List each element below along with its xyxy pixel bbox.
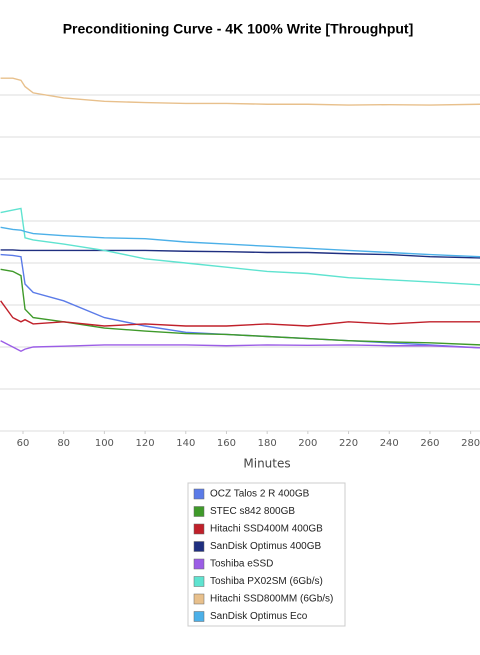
legend-label: OCZ Talos 2 R 400GB <box>210 489 310 500</box>
x-tick-label: 180 <box>258 438 277 449</box>
legend-swatch <box>193 541 205 552</box>
legend-box <box>187 482 346 627</box>
series-line <box>0 300 480 327</box>
x-tick-label: 160 <box>217 438 236 449</box>
x-tick-label: 220 <box>339 438 358 449</box>
series-line <box>0 340 480 352</box>
legend-label: SanDisk Optimus Eco <box>210 611 308 622</box>
x-tick-label: 140 <box>176 438 195 449</box>
legend-swatch <box>193 611 205 622</box>
legend-label: SanDisk Optimus 400GB <box>210 541 321 552</box>
x-tick-label: 80 <box>57 438 70 449</box>
legend-swatch <box>193 558 205 570</box>
chart-title: Preconditioning Curve - 4K 100% Write [T… <box>63 21 414 37</box>
series-line <box>0 207 480 286</box>
x-tick-label: 240 <box>380 438 399 449</box>
legend-label: Toshiba eSSD <box>210 559 273 570</box>
series-line <box>0 77 480 106</box>
series-line <box>0 268 480 346</box>
x-tick-label: 120 <box>136 438 155 449</box>
legend-swatch <box>193 523 205 535</box>
legend-label: Hitachi SSD800MM (6Gb/s) <box>210 594 333 605</box>
legend-swatch <box>193 593 205 605</box>
x-tick-label: 60 <box>17 438 30 449</box>
legend-label: Hitachi SSD400M 400GB <box>210 524 323 535</box>
series-line <box>0 226 480 258</box>
x-tick-label: 280 <box>461 438 480 449</box>
x-tick-label: 200 <box>298 438 317 449</box>
legend-swatch <box>193 576 205 587</box>
x-tick-label: 100 <box>95 438 114 449</box>
series-line <box>0 249 480 259</box>
x-axis-title: Minutes <box>243 457 290 471</box>
legend-swatch <box>193 488 205 500</box>
legend-swatch <box>193 506 205 517</box>
x-tick-label: 260 <box>420 438 439 449</box>
legend-label: STEC s842 800GB <box>210 506 295 517</box>
legend-label: Toshiba PX02SM (6Gb/s) <box>210 576 323 587</box>
